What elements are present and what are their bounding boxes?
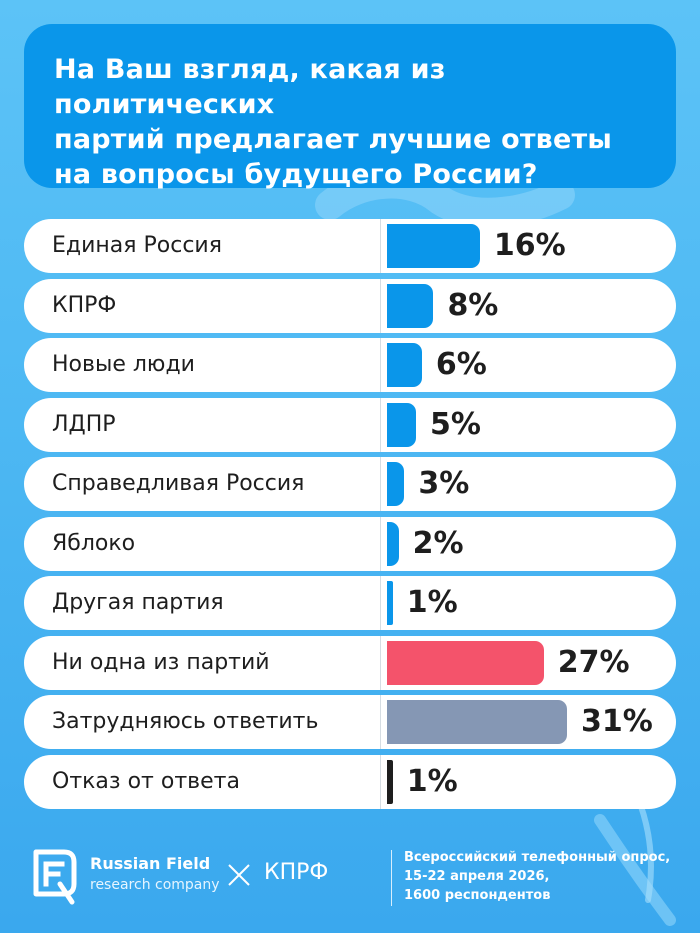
footer-divider: [391, 850, 392, 906]
value-label: 2%: [412, 525, 464, 561]
bar: [387, 700, 567, 744]
bar: [387, 402, 417, 447]
category-label: Затрудняюсь ответить: [52, 709, 319, 734]
bar: [387, 343, 422, 387]
chart-row: ЛДПР 5%: [24, 397, 676, 452]
value-label: 1%: [406, 585, 458, 620]
bar: [387, 283, 434, 328]
title-line: На Ваш взгляд, какая из политических: [54, 54, 446, 120]
axis-divider: [380, 576, 381, 630]
chart-title: На Ваш взгляд, какая из политических пар…: [54, 52, 646, 192]
category-label: Отказ от ответа: [52, 768, 240, 794]
chart-row: КПРФ 8%: [24, 278, 676, 333]
bar: [387, 462, 405, 506]
value-label: 8%: [447, 287, 499, 323]
axis-divider: [380, 397, 381, 452]
chart-row: Единая Россия 16%: [24, 219, 676, 273]
category-label: Другая партия: [52, 590, 224, 615]
category-label: Единая Россия: [52, 233, 222, 258]
category-label: Новые люди: [52, 352, 195, 377]
value-label: 31%: [581, 704, 653, 739]
axis-divider: [380, 635, 381, 690]
bar: [387, 759, 393, 804]
bar: [387, 581, 393, 625]
question-header: На Ваш взгляд, какая из политических пар…: [24, 24, 676, 190]
value-label: 6%: [435, 347, 487, 382]
value-label: 16%: [493, 228, 566, 263]
russian-field-logo-icon: [33, 849, 77, 905]
times-icon: [228, 864, 250, 886]
category-label: Яблоко: [52, 530, 136, 556]
bar: [387, 640, 544, 685]
chart-row: Ни одна из партий 27%: [24, 635, 676, 690]
chart-row: Справедливая Россия 3%: [24, 457, 676, 511]
axis-divider: [380, 457, 381, 511]
value-label: 1%: [406, 763, 458, 799]
brand-subtitle: research company: [90, 877, 220, 893]
category-label: ЛДПР: [52, 411, 116, 437]
survey-note: Всероссийский телефонный опрос, 15-22 ап…: [404, 848, 670, 905]
axis-divider: [380, 754, 381, 809]
chart-row: Отказ от ответа 1%: [24, 754, 676, 809]
axis-divider: [380, 219, 381, 273]
title-line: партий предлагает лучшие ответы: [54, 124, 612, 155]
value-label: 5%: [430, 406, 481, 442]
category-label: КПРФ: [52, 292, 117, 318]
chart-row: Затрудняюсь ответить 31%: [24, 695, 676, 749]
title-line: на вопросы будущего России?: [54, 159, 538, 190]
partner-name: КПРФ: [264, 860, 329, 885]
axis-divider: [380, 516, 381, 571]
note-line: 15-22 апреля 2026,: [404, 869, 550, 884]
axis-divider: [380, 338, 381, 392]
axis-divider: [380, 278, 381, 333]
category-label: Справедливая Россия: [52, 471, 305, 496]
category-label: Ни одна из партий: [52, 649, 270, 675]
bar: [387, 521, 399, 566]
bar: [387, 224, 480, 268]
note-line: 1600 респондентов: [404, 888, 551, 903]
chart-row: Другая партия 1%: [24, 576, 676, 630]
footer: Russian Field research company КПРФ Всер…: [0, 840, 700, 933]
chart-row: Яблоко 2%: [24, 516, 676, 571]
axis-divider: [380, 695, 381, 749]
brand-name: Russian Field: [90, 854, 211, 873]
value-label: 3%: [418, 466, 470, 501]
value-label: 27%: [557, 644, 630, 680]
chart-row: Новые люди 6%: [24, 338, 676, 392]
note-line: Всероссийский телефонный опрос,: [404, 850, 671, 865]
